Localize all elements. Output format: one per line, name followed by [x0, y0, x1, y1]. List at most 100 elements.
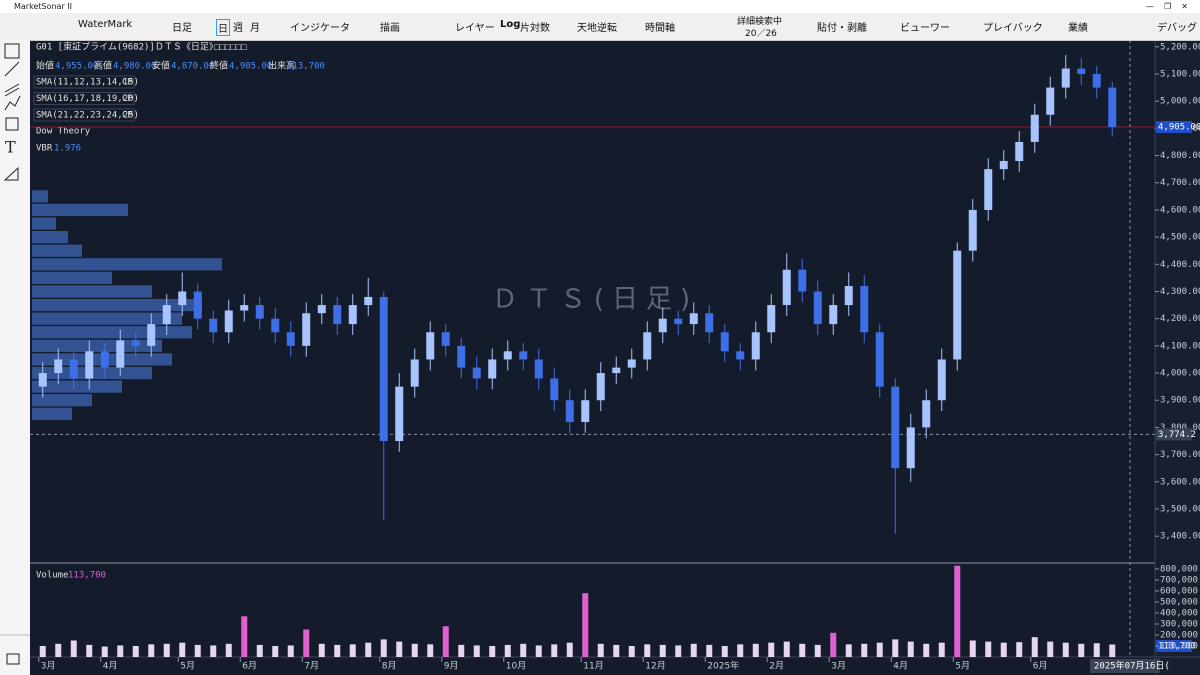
indicator: SMA(11,12,13,14,15) — [36, 78, 139, 88]
candle-body — [364, 296, 373, 306]
volume-bar — [132, 645, 139, 657]
ohlc-value: 4,980.00 — [113, 62, 156, 72]
window-controls[interactable]: — ❐ ✕ — [1145, 2, 1188, 11]
volume-bar — [597, 643, 604, 657]
candle-body — [968, 209, 977, 251]
volume-bar — [876, 642, 883, 657]
volume-bar — [566, 642, 573, 657]
candle-body — [224, 310, 233, 333]
volume-bar — [318, 643, 325, 657]
volume-bar — [1078, 643, 1085, 657]
volume-bar — [1016, 642, 1023, 657]
tool-button[interactable]: プレイバック — [983, 23, 1043, 34]
volume-bar — [675, 645, 682, 657]
volume-profile-bar — [32, 190, 48, 203]
candle-body — [751, 332, 760, 360]
last-price-label: 4,905.00 — [1158, 123, 1200, 133]
candle-body — [286, 332, 295, 346]
volume-bar — [442, 626, 449, 657]
candle-body — [643, 332, 652, 360]
y-tick-label: 3,500.00 — [1160, 504, 1200, 514]
tool-button[interactable]: レイヤー — [455, 23, 495, 34]
candle-body — [658, 318, 667, 333]
svg-text:T: T — [5, 138, 16, 157]
tool-button[interactable]: WaterMark — [78, 19, 133, 30]
candle-body — [519, 351, 528, 360]
candle-body — [937, 359, 946, 401]
candle-body — [844, 286, 853, 306]
x-tick-label: 11月 — [583, 661, 603, 672]
volume-profile-bar — [32, 217, 56, 230]
tool-button[interactable]: 時間軸 — [645, 23, 675, 34]
x-tick-label: 5月 — [955, 661, 970, 672]
candle-body — [674, 318, 683, 325]
volume-bar — [907, 641, 914, 657]
tool-button[interactable]: 週 — [233, 23, 243, 34]
volume-profile-bar — [32, 244, 82, 257]
tool-button[interactable]: ビューワー — [900, 23, 950, 34]
y-tick-label: 4,000.00 — [1160, 369, 1200, 379]
tool-icon[interactable]: Log — [500, 19, 521, 30]
volume-bar — [489, 645, 496, 657]
window-title: MarketSonar II — [14, 2, 72, 11]
y-tick-label: 4,600.00 — [1160, 205, 1200, 215]
tool-button[interactable]: 天地逆転 — [577, 23, 617, 34]
candle-body — [1015, 141, 1024, 161]
volume-profile-bar — [32, 271, 112, 285]
candle-body — [767, 305, 776, 333]
ohlc-label: 始値 — [36, 60, 54, 72]
volume-profile-bar — [32, 380, 122, 393]
candle-body — [100, 351, 109, 368]
tool-button[interactable]: デバッグ — [1157, 23, 1197, 34]
volume-bar — [737, 644, 744, 657]
tool-button[interactable]: 月 — [250, 23, 260, 34]
candle-body — [829, 305, 838, 325]
volume-bar — [1109, 644, 1116, 657]
volume-bar — [1047, 641, 1054, 657]
candle-body — [147, 324, 156, 346]
volume-profile-bar — [32, 203, 128, 217]
candle-body — [782, 269, 791, 306]
y-tick-label: 4,300.00 — [1160, 287, 1200, 297]
candle-body — [348, 305, 357, 325]
x-tick-label: 3月 — [831, 661, 846, 672]
candle-body — [193, 291, 202, 319]
tool-button[interactable]: 業績 — [1068, 23, 1088, 34]
volume-tick-label: 600,000 — [1160, 586, 1198, 596]
volume-box — [1156, 640, 1192, 652]
candle-body — [255, 305, 264, 319]
candle-body — [209, 318, 218, 333]
drawing-tools[interactable]: T — [0, 40, 30, 675]
x-tick-label: 9月 — [444, 661, 459, 672]
candle-body — [426, 332, 435, 360]
volume-bar — [287, 645, 294, 657]
tool-button[interactable]: 日 — [216, 19, 230, 36]
volume-bar — [39, 645, 46, 657]
candle-body — [116, 340, 125, 368]
candle-body — [1030, 114, 1039, 142]
ohlc-label: 終値 — [210, 60, 228, 72]
volume-bar — [1031, 637, 1038, 657]
crosshair-box — [1156, 428, 1192, 441]
volume-tick-label: 500,000 — [1160, 597, 1198, 607]
tool-button[interactable]: 日足 — [172, 23, 192, 34]
volume-bar — [582, 593, 589, 657]
tool-button[interactable]: 貼付・剥離 — [817, 23, 867, 34]
volume-bar — [783, 641, 790, 657]
search-status[interactable]: 詳細検索中 — [737, 17, 783, 27]
indicator: VBR — [36, 144, 53, 154]
volume-bar — [1093, 643, 1100, 657]
volume-bar — [613, 644, 620, 657]
tool-button[interactable]: 片対数 — [520, 23, 550, 34]
tool-button[interactable]: 描画 — [380, 23, 400, 34]
candle-body — [612, 367, 621, 374]
volume-bar — [752, 643, 759, 657]
x-tick-label: 4月 — [103, 661, 118, 672]
tool-button[interactable]: インジケータ — [290, 23, 350, 34]
y-tick-label: 3,900.00 — [1160, 396, 1200, 406]
candle-body — [705, 313, 714, 333]
candle-body — [457, 345, 466, 368]
x-tick-label: 2025年 — [707, 660, 739, 672]
x-tick-label: 5月 — [180, 661, 195, 672]
